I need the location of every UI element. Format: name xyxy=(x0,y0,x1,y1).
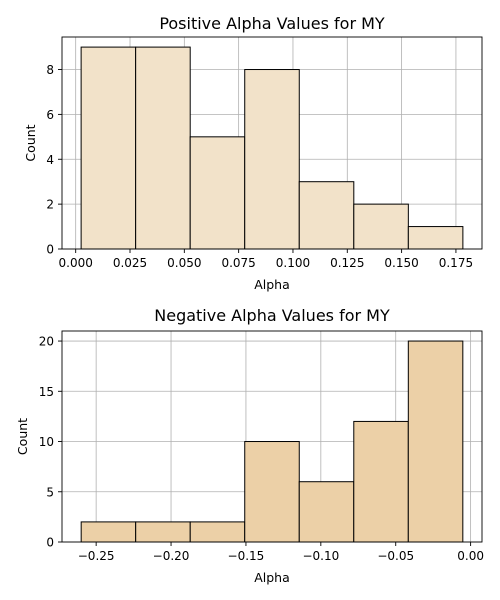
y-tick-label: 2 xyxy=(46,198,54,212)
x-tick-label: 0.000 xyxy=(59,256,93,270)
histogram-bar xyxy=(244,69,300,250)
y-tick-label: 6 xyxy=(46,108,54,122)
x-tick-label: 0.125 xyxy=(330,256,364,270)
y-tick-label: 8 xyxy=(46,63,54,77)
y-tick-label: 15 xyxy=(39,385,54,399)
positive-alpha-plot: 0.000 0.025 0.050 0.075 0.100 0.125 0.150 0.175… xyxy=(23,14,483,292)
histogram-bar xyxy=(298,181,355,250)
x-tick-label: −0.25 xyxy=(78,549,115,563)
histogram-bar xyxy=(135,521,191,543)
histogram-bar xyxy=(135,46,191,250)
histogram-bar xyxy=(353,203,409,250)
x-tick-label: −0.05 xyxy=(377,549,414,563)
x-tick-label: −0.15 xyxy=(228,549,265,563)
y-axis-label: Count xyxy=(15,418,30,455)
histogram-bar xyxy=(189,521,246,543)
y-tick-label: 0 xyxy=(46,536,54,550)
histogram-bar xyxy=(80,521,137,543)
y-tick-label: 0 xyxy=(46,243,54,257)
x-tick-label: 0.050 xyxy=(167,256,201,270)
x-axis-label: Alpha xyxy=(254,277,290,292)
x-tick-label: 0.075 xyxy=(221,256,255,270)
histogram-bar xyxy=(407,226,464,250)
x-tick-label: 0.150 xyxy=(384,256,418,270)
chart-title: Negative Alpha Values for MY xyxy=(154,306,390,325)
histogram-bar xyxy=(298,481,355,543)
x-tick-label: 0.175 xyxy=(439,256,473,270)
chart-title: Positive Alpha Values for MY xyxy=(159,14,385,33)
negative-alpha-plot: −0.25 −0.20 −0.15 −0.10 −0.05 0.00 0 5 10 15 20 Neg… xyxy=(15,306,484,585)
y-axis-label: Count xyxy=(23,124,38,161)
x-axis-label: Alpha xyxy=(254,570,290,585)
histogram-bar xyxy=(189,136,246,250)
y-tick-label: 20 xyxy=(39,335,54,349)
x-tick-label: 0.100 xyxy=(276,256,310,270)
axes-frame xyxy=(61,330,483,543)
x-tick-label: −0.10 xyxy=(302,549,339,563)
histogram-bar xyxy=(244,441,300,543)
histogram-bar xyxy=(353,420,409,543)
y-tick-label: 4 xyxy=(46,153,54,167)
x-tick-label: −0.20 xyxy=(153,549,190,563)
x-tick-label: 0.025 xyxy=(113,256,147,270)
axes-frame xyxy=(61,36,483,250)
y-tick-label: 10 xyxy=(39,435,54,449)
x-tick-label: 0.00 xyxy=(457,549,484,563)
histogram-bar xyxy=(80,46,137,250)
y-tick-label: 5 xyxy=(46,485,54,499)
histogram-bar xyxy=(407,340,464,543)
